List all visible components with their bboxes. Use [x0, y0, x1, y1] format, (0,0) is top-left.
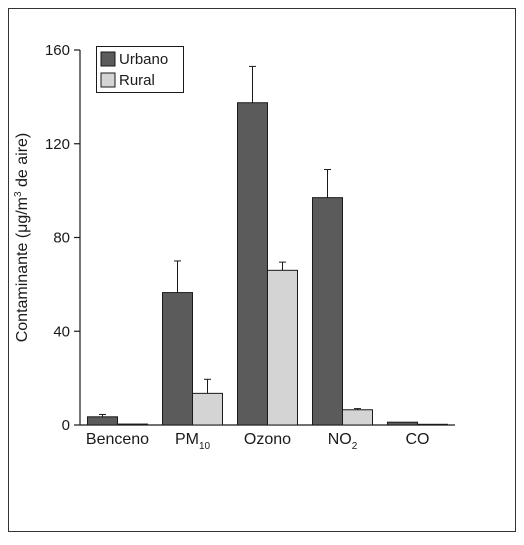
x-tick-label-benceno: Benceno — [86, 431, 149, 448]
x-tick-label-no2: NO2 — [328, 431, 358, 452]
bar-urbano-ozono — [237, 102, 268, 426]
x-tick-label-co: CO — [406, 431, 430, 448]
legend-label-rural: Rural — [119, 72, 155, 89]
bars — [87, 102, 448, 426]
x-tick-label-text: NO — [328, 431, 352, 448]
x-tick-label-text: PM — [175, 431, 199, 448]
x-tick-label-text: Benceno — [86, 431, 149, 448]
y-tick-label: 40 — [53, 323, 70, 340]
bar-rural-benceno — [117, 423, 148, 426]
x-tick-label-text: CO — [406, 431, 430, 448]
y-tick-label: 120 — [45, 136, 70, 153]
legend: Urbano Rural — [96, 46, 184, 93]
x-tick-label-text: Ozono — [244, 431, 291, 448]
y-axis-label-text: Contaminante (μg/m — [14, 197, 31, 342]
bar-urbano-co — [387, 421, 418, 426]
y-tick-label: 80 — [53, 230, 70, 247]
x-tick-label-ozono: Ozono — [244, 431, 291, 448]
x-tick-label-pm10: PM10 — [175, 431, 211, 452]
outer-border — [8, 8, 516, 532]
bar-rural-co — [417, 423, 448, 426]
x-tick-label-subscript: 2 — [352, 441, 358, 452]
bar-urbano-no2 — [312, 197, 343, 426]
error-bars — [99, 65, 361, 417]
bar-rural-pm10 — [192, 392, 223, 426]
bar-urbano-pm10 — [162, 292, 193, 426]
y-axis-label-superscript: 3 — [13, 191, 24, 197]
x-tick-labels: Benceno PM10 Ozono NO2 CO — [86, 431, 430, 452]
y-axis-label-text-end: de aire) — [14, 133, 31, 192]
y-axis-label: Contaminante (μg/m3 de aire) — [13, 133, 31, 343]
x-tick-label-subscript: 10 — [199, 441, 211, 452]
y-ticks: 0 40 80 120 160 — [45, 42, 80, 434]
legend-swatch-urbano — [100, 51, 116, 67]
legend-swatch-rural — [100, 72, 116, 88]
bar-rural-ozono — [267, 269, 298, 426]
y-tick-label: 160 — [45, 42, 70, 59]
y-tick-label: 0 — [62, 417, 70, 434]
bar-urbano-benceno — [87, 416, 118, 426]
bar-rural-no2 — [342, 409, 373, 426]
legend-label-urbano: Urbano — [119, 51, 168, 68]
